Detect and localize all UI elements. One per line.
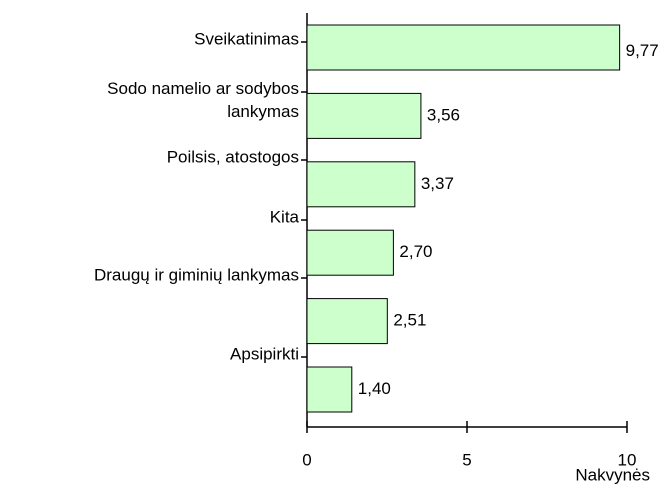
value-label: 2,51: [393, 311, 426, 330]
y-tick-label: Draugų ir giminių lankymas: [94, 265, 299, 284]
bar: [306, 24, 621, 71]
y-tick-label: Kita: [270, 207, 300, 226]
y-tick-label: Apsipirkti: [230, 344, 299, 363]
bar: [306, 366, 353, 413]
x-tick-label: 5: [462, 450, 471, 469]
x-tick-label: 10: [618, 450, 637, 469]
value-label: 3,37: [421, 174, 454, 193]
bar: [306, 229, 394, 276]
bar: [306, 92, 422, 139]
y-tick-label: Sodo namelio ar sodybos lankymas: [107, 79, 299, 121]
y-tick-label: Sveikatinimas: [194, 29, 299, 48]
value-label: 3,56: [427, 105, 460, 124]
x-tick-label: 0: [302, 450, 311, 469]
x-axis-label: Nakvynės: [575, 465, 650, 484]
value-label: 9,77: [626, 41, 659, 60]
value-label: 1,40: [358, 379, 391, 398]
value-label: 2,70: [399, 242, 432, 261]
y-tick-label: Poilsis, atostogos: [167, 147, 299, 166]
bar: [306, 298, 388, 345]
bar: [306, 161, 416, 208]
